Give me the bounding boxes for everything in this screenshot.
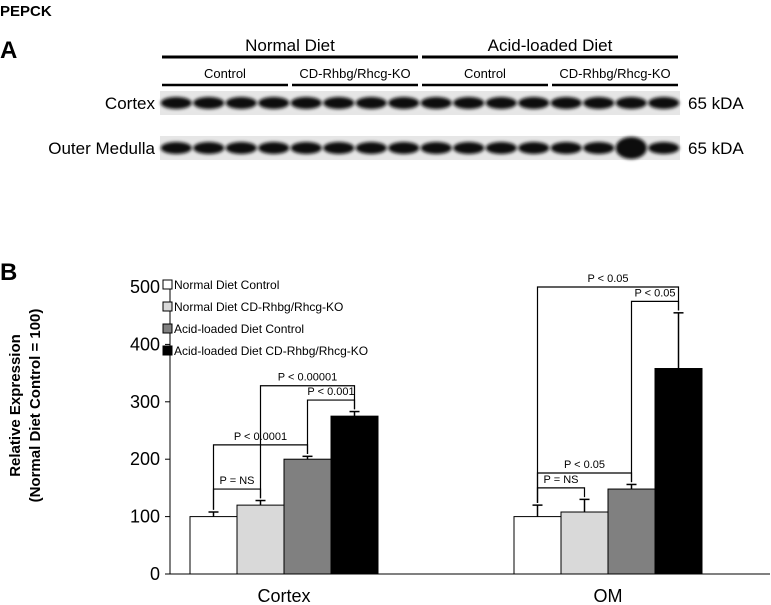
row-label: Cortex	[105, 94, 156, 113]
group-label: Acid-loaded Diet	[488, 36, 613, 55]
significance-label: P < 0.05	[634, 287, 675, 299]
legend-label: Acid-loaded Diet CD-Rhbg/Rhcg-KO	[174, 344, 368, 358]
bar	[189, 516, 238, 575]
y-tick-label: 200	[130, 449, 160, 469]
blot-band	[355, 142, 387, 154]
blot-band	[355, 97, 387, 109]
legend-label: Acid-loaded Diet Control	[174, 322, 304, 336]
size-label: 65 kDA	[688, 139, 744, 158]
blot-band	[485, 142, 517, 154]
blot-band	[583, 97, 615, 109]
blot-band	[648, 97, 680, 109]
significance-label: P < 0.05	[587, 273, 628, 285]
panel-label: B	[0, 259, 17, 286]
significance-bracket	[259, 385, 356, 499]
y-tick-label: 0	[150, 564, 160, 584]
x-tick-label: Cortex	[257, 586, 310, 605]
bar-chart: 0 100 200 300 400 500 Relative Expression (Norm…	[7, 273, 770, 605]
y-tick-label: 400	[130, 334, 160, 354]
western-blot: Normal Diet Acid-loaded Diet Control CD-Rhb…	[48, 36, 744, 160]
blot-band	[550, 97, 582, 109]
blot-band	[193, 97, 225, 109]
blot-band	[388, 142, 420, 154]
blot-band	[420, 97, 452, 109]
y-tick-label: 100	[130, 507, 160, 527]
blot-band	[160, 142, 192, 154]
significance-label: P < 0.00001	[278, 372, 337, 384]
bar	[330, 415, 379, 575]
blot-band	[453, 97, 485, 109]
blot-band	[518, 97, 550, 109]
blot-band	[323, 142, 355, 154]
significance-label: P = NS	[220, 475, 255, 487]
significance-bracket	[536, 487, 586, 503]
bar	[654, 368, 703, 575]
blot-band	[290, 97, 322, 109]
y-tick-label: 500	[130, 277, 160, 297]
bar	[560, 511, 609, 575]
blot-band	[615, 137, 647, 159]
y-tick-label: 300	[130, 392, 160, 412]
bar	[283, 458, 332, 575]
blot-band	[193, 142, 225, 154]
blot-band	[615, 97, 647, 109]
size-label: 65 kDA	[688, 94, 744, 113]
row-label: Outer Medulla	[48, 139, 155, 158]
blot-band	[583, 142, 615, 154]
y-axis-label: (Normal Diet Control = 100)	[27, 309, 44, 503]
significance-bracket	[536, 286, 680, 503]
blot-band	[648, 142, 680, 154]
blot-band	[388, 97, 420, 109]
significance-label: P < 0.001	[307, 386, 354, 398]
group-label: Normal Diet	[245, 36, 335, 55]
legend-label: Normal Diet CD-Rhbg/Rhcg-KO	[174, 300, 343, 314]
blot-band	[290, 142, 322, 154]
blot-band	[485, 97, 517, 109]
significance-label: P < 0.05	[564, 459, 605, 471]
legend-swatch	[162, 279, 173, 290]
blot-band	[160, 97, 192, 109]
legend-swatch	[162, 345, 173, 356]
subgroup-label: CD-Rhbg/Rhcg-KO	[299, 66, 410, 81]
subgroup-label: CD-Rhbg/Rhcg-KO	[559, 66, 670, 81]
figure-title: PEPCK	[0, 3, 52, 20]
blot-band	[420, 142, 452, 154]
blot-band	[518, 142, 550, 154]
subgroup-label: Control	[464, 66, 506, 81]
blot-band	[225, 97, 257, 109]
subgroup-label: Control	[204, 66, 246, 81]
blot-band	[323, 97, 355, 109]
bar	[236, 504, 285, 575]
legend-swatch	[162, 301, 173, 312]
y-axis-label: Relative Expression	[7, 334, 24, 477]
blot-band	[550, 142, 582, 154]
blot-band	[225, 142, 257, 154]
x-tick-label: OM	[594, 586, 623, 605]
bar	[607, 488, 656, 575]
blot-band	[453, 142, 485, 154]
bar	[513, 516, 562, 575]
blot-band	[258, 142, 290, 154]
blot-band	[258, 97, 290, 109]
panel-label: A	[0, 37, 17, 64]
legend-label: Normal Diet Control	[174, 278, 279, 292]
legend-swatch	[162, 323, 173, 334]
significance-label: P = NS	[544, 474, 579, 486]
